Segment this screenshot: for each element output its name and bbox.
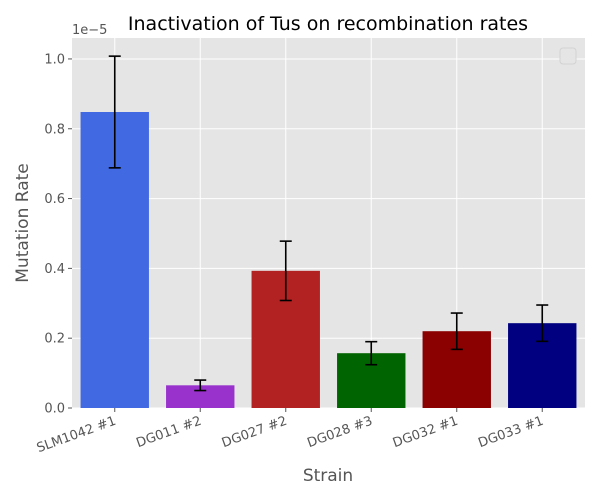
x-axis-label: Strain <box>303 466 353 486</box>
legend-box <box>559 47 577 65</box>
y-axis-ticks: 0.0 0.2 0.4 0.6 0.8 1.0 <box>44 52 72 417</box>
y-tick-label: 0.0 <box>44 402 65 417</box>
error-bar-6 <box>536 304 549 343</box>
error-bar-5 <box>450 312 463 351</box>
y-tick-label: 0.8 <box>44 122 65 137</box>
y-tick-label: 1.0 <box>44 52 65 67</box>
y-scale-exponent-label: 1e−5 <box>72 23 107 38</box>
error-bars <box>108 55 549 392</box>
bars <box>80 112 577 408</box>
y-axis-label: Mutation Rate <box>13 163 33 282</box>
error-bar-2 <box>194 379 207 392</box>
error-bar-4 <box>365 340 378 366</box>
chart-title: Inactivation of Tus on recombination rat… <box>128 13 528 35</box>
y-tick-label: 0.6 <box>44 192 65 207</box>
y-tick-label: 0.4 <box>44 262 65 277</box>
error-bar-1 <box>108 55 121 169</box>
bar-2 <box>166 385 235 408</box>
plot-area <box>72 38 585 408</box>
y-tick-label: 0.2 <box>44 332 65 347</box>
error-bar-3 <box>279 240 292 302</box>
